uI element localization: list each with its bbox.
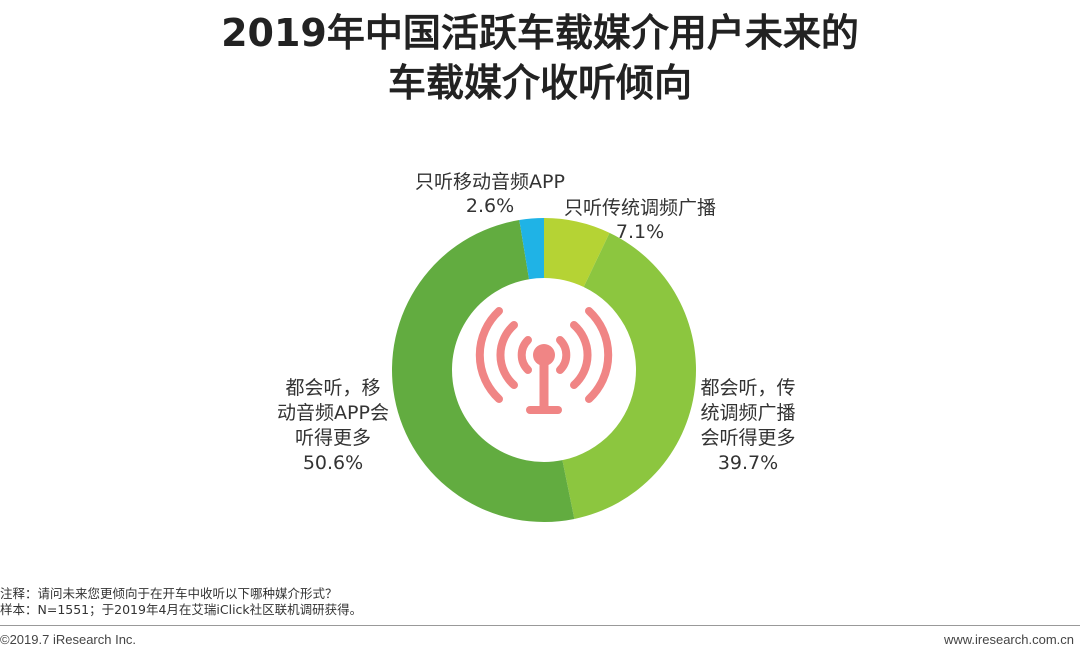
radio-tower-icon	[475, 307, 613, 414]
label-both-app-line3: 听得更多	[295, 427, 371, 449]
label-both-fm-line1: 都会听，传	[700, 377, 795, 399]
signal-wave-left-inner	[517, 336, 532, 374]
antenna-base	[526, 406, 562, 414]
signal-wave-left-middle	[496, 321, 518, 389]
label-only-fm-value: 7.1%	[616, 221, 664, 243]
notes: 注释：请问未来您更倾向于在开车中收听以下哪种媒介形式？ 样本：N=1551；于2…	[0, 586, 362, 618]
slice-both-fm-more	[562, 232, 697, 519]
antenna-head	[533, 344, 555, 366]
label-only-fm-name: 只听传统调频广播	[564, 197, 716, 219]
antenna-mast	[539, 360, 549, 410]
label-both-fm-value: 39.7%	[718, 452, 778, 474]
label-both-app-value: 50.6%	[303, 452, 363, 474]
note-sample: 样本：N=1551；于2019年4月在艾瑞iClick社区联机调研获得。	[0, 602, 363, 617]
label-only-app-name: 只听移动音频APP	[415, 171, 565, 193]
copyright: ©2019.7 iResearch Inc.	[0, 632, 137, 647]
signal-wave-right-inner	[556, 336, 571, 374]
title-line-1: 2019年中国活跃车载媒介用户未来的	[221, 11, 859, 55]
label-both-fm-line2: 统调频广播	[700, 402, 795, 424]
label-both-app-line1: 都会听，移	[285, 377, 380, 399]
signal-wave-right-outer	[585, 307, 613, 403]
footer-divider	[0, 625, 1080, 626]
signal-wave-left-outer	[475, 307, 503, 403]
website-url: www.iresearch.com.cn	[943, 632, 1074, 647]
slice-only-fm	[544, 218, 610, 288]
slice-only-app	[519, 218, 544, 280]
label-only-app-value: 2.6%	[466, 195, 514, 217]
note-question: 注释：请问未来您更倾向于在开车中收听以下哪种媒介形式？	[0, 586, 338, 601]
chart-title: 2019年中国活跃车载媒介用户未来的 车载媒介收听倾向	[0, 8, 1080, 108]
label-both-fm-line3: 会听得更多	[700, 427, 795, 449]
slice-both-app-more	[392, 220, 575, 522]
title-line-2: 车载媒介收听倾向	[387, 61, 692, 105]
label-both-app-line2: 动音频APP会	[277, 402, 389, 424]
signal-wave-right-middle	[570, 321, 592, 389]
